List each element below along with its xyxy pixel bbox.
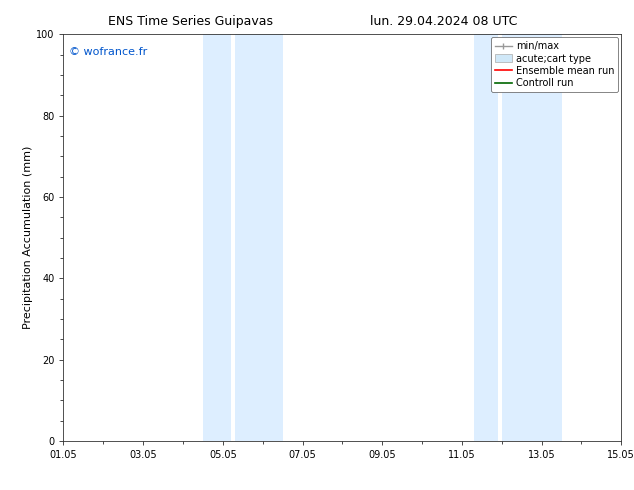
Bar (501, 34, 562, 441)
Legend: min/max, acute;cart type, Ensemble mean run, Controll run: min/max, acute;cart type, Ensemble mean … (491, 37, 618, 92)
Text: lun. 29.04.2024 08 UTC: lun. 29.04.2024 08 UTC (370, 15, 517, 28)
Bar (474, 34, 498, 441)
Text: ENS Time Series Guipavas: ENS Time Series Guipavas (108, 15, 273, 28)
Bar (235, 34, 283, 441)
Y-axis label: Precipitation Accumulation (mm): Precipitation Accumulation (mm) (23, 146, 33, 329)
Bar (203, 34, 231, 441)
Text: © wofrance.fr: © wofrance.fr (69, 47, 147, 56)
